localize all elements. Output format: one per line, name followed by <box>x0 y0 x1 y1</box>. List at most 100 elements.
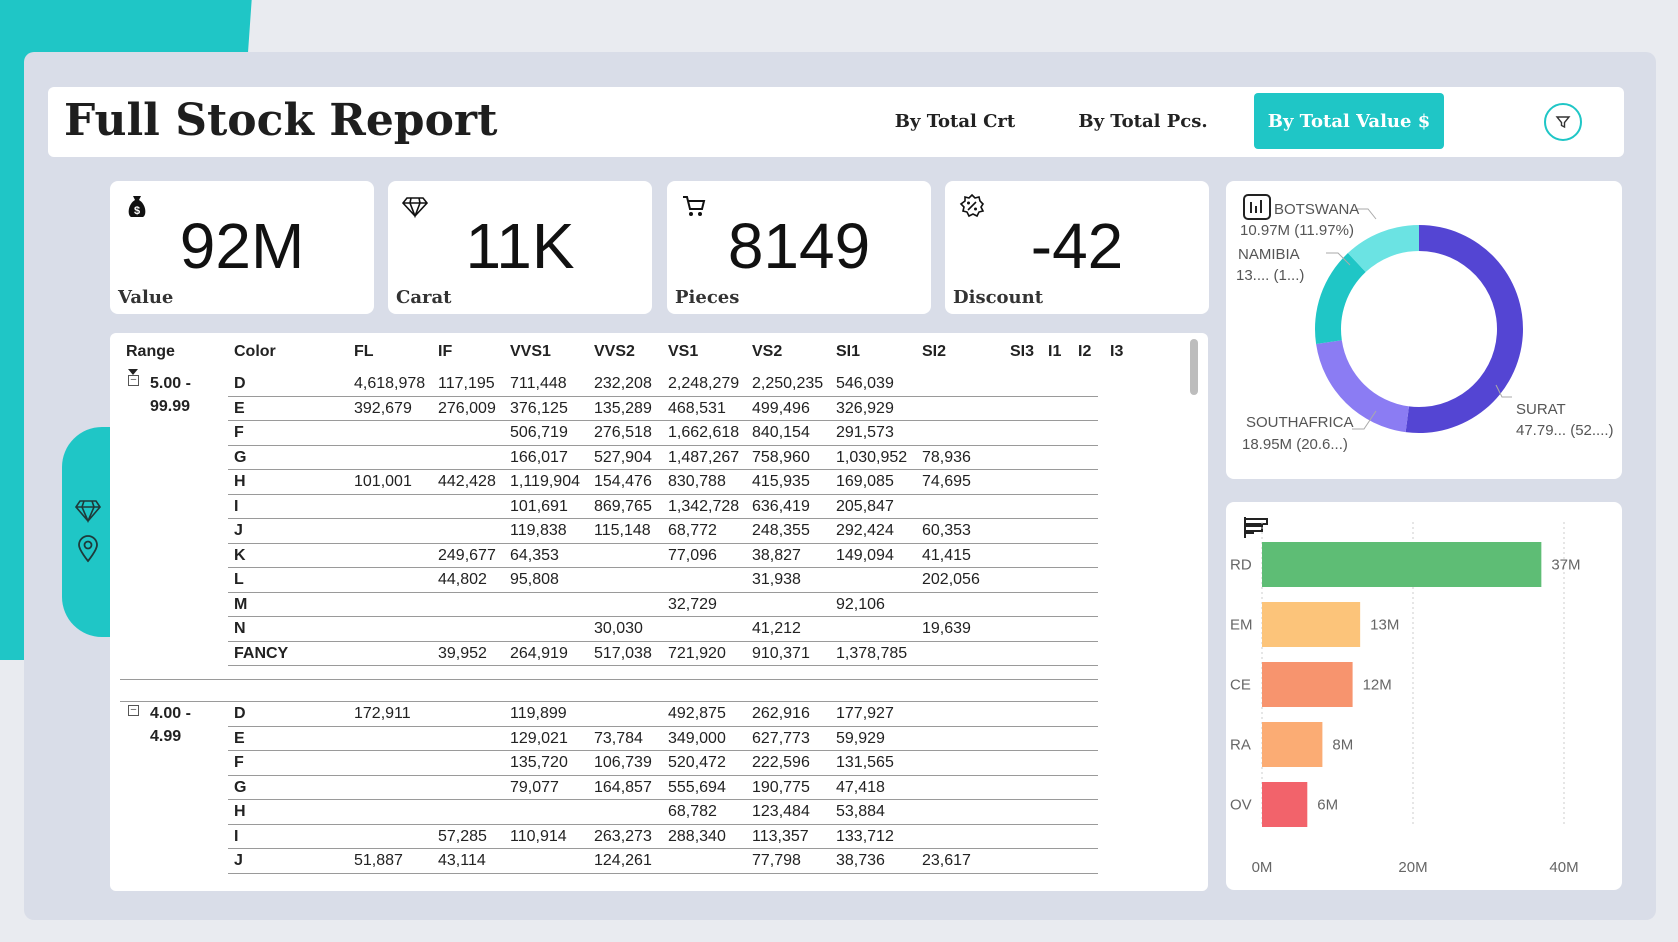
donut-label-southafrica-value: 18.95M (20.6...) <box>1242 436 1348 453</box>
column-header-si1[interactable]: SI1 <box>836 343 861 360</box>
column-header-si2[interactable]: SI2 <box>922 343 947 360</box>
filter-button[interactable] <box>1544 103 1582 141</box>
column-header-vs1[interactable]: VS1 <box>668 343 699 360</box>
column-header-range[interactable]: Range <box>126 343 175 360</box>
by-total-pcs-button[interactable]: By Total Pcs. <box>1078 110 1208 132</box>
value-cell-fl: 4,618,978 <box>354 375 426 392</box>
color-cell: K <box>234 546 246 564</box>
donut-chart[interactable] <box>1226 181 1622 479</box>
range-group-label: 4.00 - 4.99 <box>150 705 191 745</box>
value-cell-vs2: 758,960 <box>752 448 810 466</box>
value-cell-si2: 78,936 <box>922 448 971 466</box>
kpi-pieces-amount: 8149 <box>727 210 871 282</box>
bar-em[interactable] <box>1262 602 1361 647</box>
leader-line-namibia <box>1326 252 1351 266</box>
by-total-value-button[interactable]: By Total Value $ <box>1254 93 1444 149</box>
bar-ov[interactable] <box>1262 782 1308 827</box>
kpi-card-carat: 11K Carat <box>388 181 652 314</box>
column-header-color[interactable]: Color <box>234 343 276 360</box>
category-label: OV <box>1230 797 1252 814</box>
color-cell: N <box>234 620 246 637</box>
donut-label-surat-value: 47.79... (52....) <box>1516 422 1614 439</box>
value-cell-if: 57,285 <box>438 827 487 845</box>
collapse-group-icon[interactable]: − <box>128 375 139 386</box>
x-tick-label: 0M <box>1252 859 1273 876</box>
donut-slice-botswana[interactable] <box>1347 225 1419 273</box>
value-cell-vvs2: 263,273 <box>594 827 652 845</box>
kpi-discount-label: Discount <box>953 287 1044 308</box>
money-bag-icon: $ <box>128 196 146 217</box>
range-group-label: 5.00 - 99.99 <box>150 375 191 415</box>
leader-line-botswana <box>1356 208 1377 220</box>
color-cell: M <box>234 595 248 613</box>
value-cell-vvs1: 506,719 <box>510 424 568 441</box>
value-cell-vs2: 2,250,235 <box>752 375 824 392</box>
cart-icon <box>683 196 706 216</box>
value-cell-vs1: 1,487,267 <box>668 448 740 466</box>
value-cell-si1: 546,039 <box>836 375 894 392</box>
value-cell-si1: 292,424 <box>836 522 894 539</box>
column-header-si3[interactable]: SI3 <box>1010 343 1035 360</box>
value-cell-si2: 60,353 <box>922 522 971 539</box>
report-header: Full Stock Report By Total Crt By Total … <box>48 87 1624 157</box>
bar-ra[interactable] <box>1262 722 1323 767</box>
column-header-if[interactable]: IF <box>438 343 453 360</box>
column-header-vs2[interactable]: VS2 <box>752 343 783 360</box>
bar-ce[interactable] <box>1262 662 1353 707</box>
column-header-i1[interactable]: I1 <box>1048 343 1062 360</box>
diamond-nav-icon[interactable] <box>74 497 102 525</box>
kpi-carat-label: Carat <box>396 287 452 308</box>
value-cell-vs1: 68,772 <box>668 522 717 539</box>
value-cell-vvs1: 264,919 <box>510 644 568 662</box>
value-cell-si1: 133,712 <box>836 827 894 845</box>
kpi-discount-amount: -42 <box>1030 210 1124 282</box>
value-cell-vvs1: 110,914 <box>510 827 567 845</box>
value-cell-vvs1: 119,899 <box>510 705 567 722</box>
category-label: CE <box>1230 677 1251 694</box>
report-chart-icon[interactable] <box>1242 193 1272 221</box>
column-header-i3[interactable]: I3 <box>1110 343 1124 360</box>
value-cell-if: 43,114 <box>438 852 486 869</box>
value-cell-vs2: 840,154 <box>752 424 810 441</box>
donut-slice-southafrica[interactable] <box>1316 340 1409 433</box>
value-cell-vvs2: 276,518 <box>594 424 652 441</box>
value-cell-vvs1: 119,838 <box>510 522 567 539</box>
location-pin-icon[interactable] <box>74 535 102 563</box>
bar-value-label: 6M <box>1317 797 1338 814</box>
donut-label-namibia-value: 13.... (1...) <box>1236 267 1305 284</box>
bar-chart-icon[interactable] <box>1242 514 1272 540</box>
value-cell-fl: 101,001 <box>354 473 412 490</box>
donut-label-botswana-name: BOTSWANA <box>1274 201 1360 218</box>
column-header-vvs1[interactable]: VVS1 <box>510 343 551 360</box>
row-divider <box>228 872 1098 874</box>
row-divider <box>228 799 1098 800</box>
color-cell: D <box>234 375 246 392</box>
color-cell: D <box>234 705 246 722</box>
column-header-fl[interactable]: FL <box>354 343 374 360</box>
value-cell-vs1: 1,342,728 <box>668 497 740 515</box>
page-title: Full Stock Report <box>64 95 498 146</box>
column-header-i2[interactable]: I2 <box>1078 343 1092 360</box>
value-cell-fl: 51,887 <box>354 852 403 869</box>
value-cell-si1: 53,884 <box>836 803 885 820</box>
value-cell-vs1: 77,096 <box>668 546 717 564</box>
collapse-group-icon[interactable]: − <box>128 705 139 716</box>
bar-rd[interactable] <box>1262 542 1542 587</box>
donut-slice-namibia[interactable] <box>1315 253 1366 345</box>
column-header-vvs2[interactable]: VVS2 <box>594 343 635 360</box>
donut-slice-surat[interactable] <box>1405 225 1523 433</box>
value-cell-vvs2: 135,289 <box>594 399 652 417</box>
row-divider <box>228 567 1098 568</box>
by-total-crt-button[interactable]: By Total Crt <box>894 110 1016 132</box>
value-cell-vvs2: 154,476 <box>594 473 652 490</box>
value-cell-si1: 1,378,785 <box>836 644 908 662</box>
color-cell: E <box>234 399 245 417</box>
row-divider <box>228 518 1098 519</box>
stock-matrix-table[interactable]: Range Color FL IF VVS1 VVS2 VS1 VS2 SI1 SI2 SI3 I1 I… <box>110 333 1208 891</box>
value-cell-vs1: 32,729 <box>668 595 717 613</box>
bar-chart[interactable]: 0M 20M 40M RD 37M EM 13M CE 12M RA 8M OV 6M <box>1226 502 1622 890</box>
kpi-value-amount: 92M <box>179 210 305 282</box>
sort-arrow-icon[interactable] <box>128 369 138 375</box>
value-cell-vs1: 349,000 <box>668 729 726 747</box>
table-scrollbar[interactable] <box>1190 339 1198 395</box>
